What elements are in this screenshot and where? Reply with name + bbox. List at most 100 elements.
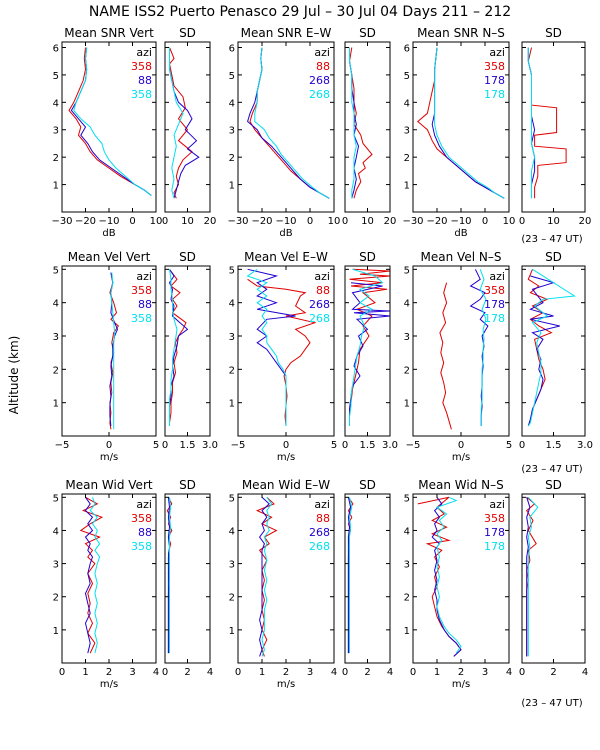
y-tick-label: 4 bbox=[53, 299, 59, 310]
x-tick-label: −10 bbox=[98, 216, 119, 227]
x-tick-label: 4 bbox=[582, 667, 588, 678]
series-line-358-2 bbox=[73, 47, 152, 196]
y-tick-label: 2 bbox=[53, 593, 59, 604]
y-tick-label: 2 bbox=[404, 593, 410, 604]
time-note-row3: (23 – 47 UT) bbox=[521, 698, 582, 709]
y-tick-label: 6 bbox=[53, 43, 59, 54]
panel-snr_ew: Mean SNR E–W−30 −20 −10 0 10123456dBazi88268… bbox=[227, 26, 340, 239]
series-line-358-2 bbox=[169, 47, 184, 199]
panel-snr_vert_sd: SD 0 10 20 bbox=[162, 26, 217, 227]
series-line-178-2 bbox=[527, 496, 539, 657]
panel-wid_vert_sd: SD 0 2 4 bbox=[162, 478, 213, 678]
legend-header: azi bbox=[489, 270, 505, 283]
y-tick-label: 3 bbox=[229, 126, 235, 137]
x-axis-label: m/s bbox=[277, 679, 295, 690]
series-line-358-0 bbox=[68, 47, 152, 196]
series-line-358-0 bbox=[168, 47, 193, 199]
y-tick-label: 3 bbox=[53, 332, 59, 343]
x-tick-label: 0 bbox=[410, 667, 416, 678]
y-tick-label: 1 bbox=[53, 626, 59, 637]
y-tick-label: 3 bbox=[404, 126, 410, 137]
series-line-88-0 bbox=[255, 496, 278, 657]
x-tick-label: −20 bbox=[75, 216, 96, 227]
y-tick-label: 3 bbox=[404, 332, 410, 343]
x-tick-label: 10 bbox=[181, 216, 194, 227]
panel-snr_ns_sd: SD 0 10 20 bbox=[519, 26, 592, 227]
y-tick-label: 2 bbox=[53, 153, 59, 164]
legend-entry: 88 bbox=[138, 298, 152, 311]
x-tick-label: 20 bbox=[204, 216, 217, 227]
x-tick-label: −30 bbox=[227, 216, 248, 227]
panel-title: Mean SNR E–W bbox=[241, 26, 332, 40]
x-tick-label: 0 bbox=[162, 216, 168, 227]
x-axis-label: dB bbox=[279, 228, 292, 239]
y-tick-label: 3 bbox=[229, 332, 235, 343]
y-tick-label: 5 bbox=[53, 493, 59, 504]
series-line-88-1 bbox=[168, 269, 189, 426]
series-line-358-2 bbox=[169, 269, 178, 426]
series-line-178-1 bbox=[431, 497, 462, 657]
series-line-88-0 bbox=[348, 47, 373, 199]
x-tick-label: −10 bbox=[275, 216, 296, 227]
x-tick-label: −30 bbox=[51, 216, 72, 227]
legend-entry: 178 bbox=[484, 540, 505, 553]
x-tick-label: 0 bbox=[519, 667, 525, 678]
y-tick-label: 6 bbox=[229, 43, 235, 54]
series-line-178-2 bbox=[527, 47, 536, 199]
y-tick-label: 5 bbox=[404, 265, 410, 276]
legend-entry: 88 bbox=[316, 60, 330, 73]
x-tick-label: 3 bbox=[482, 667, 488, 678]
y-tick-label: 2 bbox=[404, 153, 410, 164]
panel-vel_vert_sd: SD 0 1.5 3.0 bbox=[162, 250, 218, 451]
legend-entry: 268 bbox=[309, 298, 330, 311]
series-line-178-2 bbox=[527, 268, 576, 427]
time-note-row1: (23 – 47 UT) bbox=[521, 234, 582, 245]
panel-title: SD bbox=[179, 26, 196, 40]
y-tick-label: 4 bbox=[53, 98, 59, 109]
legend-header: azi bbox=[489, 46, 505, 59]
legend-entry: 358 bbox=[484, 284, 505, 297]
panel-snr_ew_sd: SD 0 10 20 bbox=[342, 26, 397, 227]
legend-entry: 268 bbox=[309, 88, 330, 101]
legend-header: azi bbox=[136, 498, 152, 511]
legend-entry: 358 bbox=[131, 60, 152, 73]
legend-entry: 178 bbox=[484, 88, 505, 101]
legend-entry: 88 bbox=[138, 74, 152, 87]
x-tick-label: 5 bbox=[153, 440, 159, 451]
legend-entry: 178 bbox=[484, 312, 505, 325]
legend-entry: 178 bbox=[484, 526, 505, 539]
x-tick-label: 2 bbox=[550, 667, 556, 678]
legend-entry: 358 bbox=[131, 284, 152, 297]
y-tick-label: 3 bbox=[53, 560, 59, 571]
x-axis-label: dB bbox=[454, 228, 467, 239]
series-line-178-2 bbox=[479, 269, 487, 426]
y-tick-label: 4 bbox=[404, 526, 410, 537]
y-tick-label: 4 bbox=[53, 526, 59, 537]
legend-entry: 358 bbox=[131, 512, 152, 525]
legend-entry: 268 bbox=[309, 540, 330, 553]
series-line-88-1 bbox=[84, 497, 94, 654]
x-tick-label: 10 bbox=[361, 216, 374, 227]
series-line-358-2 bbox=[89, 497, 101, 654]
x-tick-label: 0 bbox=[342, 667, 348, 678]
x-tick-label: 4 bbox=[153, 667, 159, 678]
series-line-88-1 bbox=[169, 47, 200, 199]
series-line-178-2 bbox=[434, 47, 505, 199]
y-tick-label: 2 bbox=[229, 153, 235, 164]
x-tick-label: 3.0 bbox=[202, 440, 218, 451]
panel-vel_ew_sd: SD 0 1.5 3.0 bbox=[342, 250, 398, 451]
series-line-268-1 bbox=[247, 268, 296, 426]
series-line-358-0 bbox=[79, 496, 104, 654]
series-line-268-2 bbox=[254, 47, 330, 199]
panel-title: SD bbox=[179, 478, 196, 492]
x-tick-label: 0 bbox=[342, 440, 348, 451]
panel-snr_ns: Mean SNR N–S−30 −20 −10 0 10123456dBazi35817… bbox=[402, 26, 515, 239]
legend-entry: 358 bbox=[131, 540, 152, 553]
legend-entry: 88 bbox=[138, 526, 152, 539]
x-tick-label: 1.5 bbox=[546, 440, 562, 451]
y-tick-label: 4 bbox=[404, 299, 410, 310]
x-tick-label: 0 bbox=[129, 216, 135, 227]
